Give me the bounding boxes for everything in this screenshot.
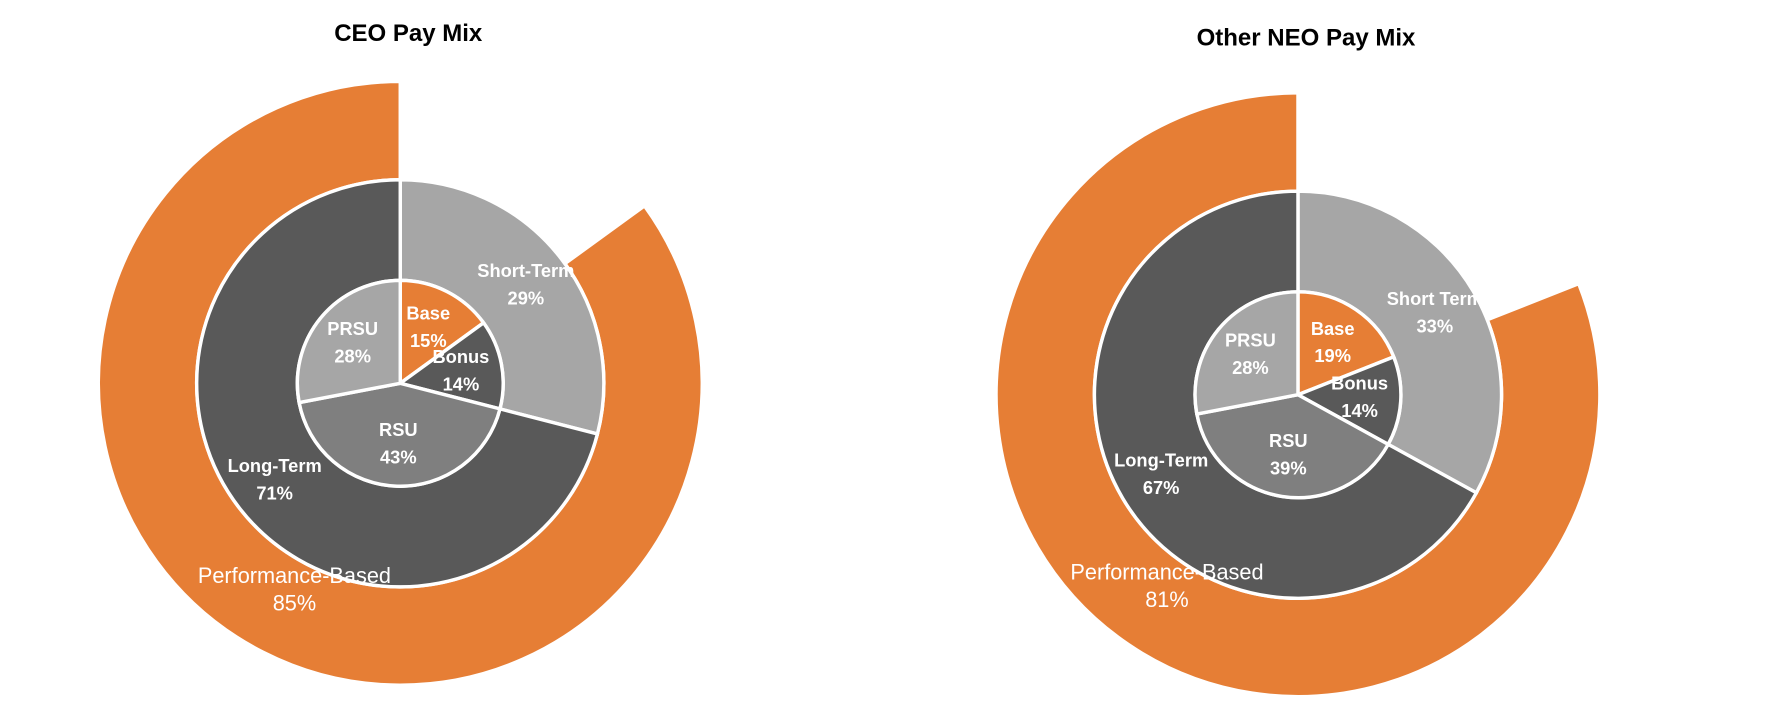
slice-value-label: 15% (410, 330, 447, 351)
slice-value-label: 67% (1143, 477, 1180, 498)
slice-label: Long-Term (1114, 450, 1208, 471)
slice-label: Performance-Based (198, 563, 391, 588)
slice-label: PRSU (327, 318, 378, 339)
slice-label: RSU (1269, 430, 1308, 451)
slice-label: Long-Term (228, 455, 322, 476)
slice-value-label: 43% (380, 447, 417, 468)
slice-value-label: 85% (273, 590, 316, 615)
slice-label: RSU (379, 419, 418, 440)
slice-value-label: 39% (1270, 457, 1307, 478)
slice-label: Base (406, 302, 450, 323)
slice-value-label: 29% (508, 287, 545, 308)
slice-label: Short Term (1387, 288, 1483, 309)
pie-slice (1193, 290, 1300, 417)
chart-title: Other NEO Pay Mix (1197, 24, 1416, 51)
slice-value-label: 14% (443, 373, 480, 394)
slice-label: PRSU (1225, 329, 1276, 350)
slice-label: Bonus (432, 346, 489, 367)
pie-slice (1293, 354, 1403, 447)
slice-label: Performance-Based (1070, 560, 1263, 585)
slice-value-label: 19% (1314, 345, 1351, 366)
slice-value-label: 28% (1232, 357, 1269, 378)
slice-value-label: 14% (1341, 400, 1378, 421)
pie-slice (295, 278, 402, 405)
pie-slice (1296, 290, 1396, 398)
slice-value-label: 28% (334, 345, 371, 366)
chart-title: CEO Pay Mix (334, 20, 483, 47)
slice-value-label: 33% (1417, 315, 1454, 336)
pie-slice (1194, 392, 1391, 500)
slice-value-label: 71% (256, 482, 293, 503)
slice-label: Base (1311, 318, 1355, 339)
pie-slice (398, 278, 486, 387)
slice-label: Bonus (1331, 373, 1388, 394)
pie-slice (297, 381, 503, 488)
slice-label: Short-Term (477, 260, 574, 281)
slice-value-label: 81% (1145, 587, 1188, 612)
pie-slice (396, 320, 505, 411)
